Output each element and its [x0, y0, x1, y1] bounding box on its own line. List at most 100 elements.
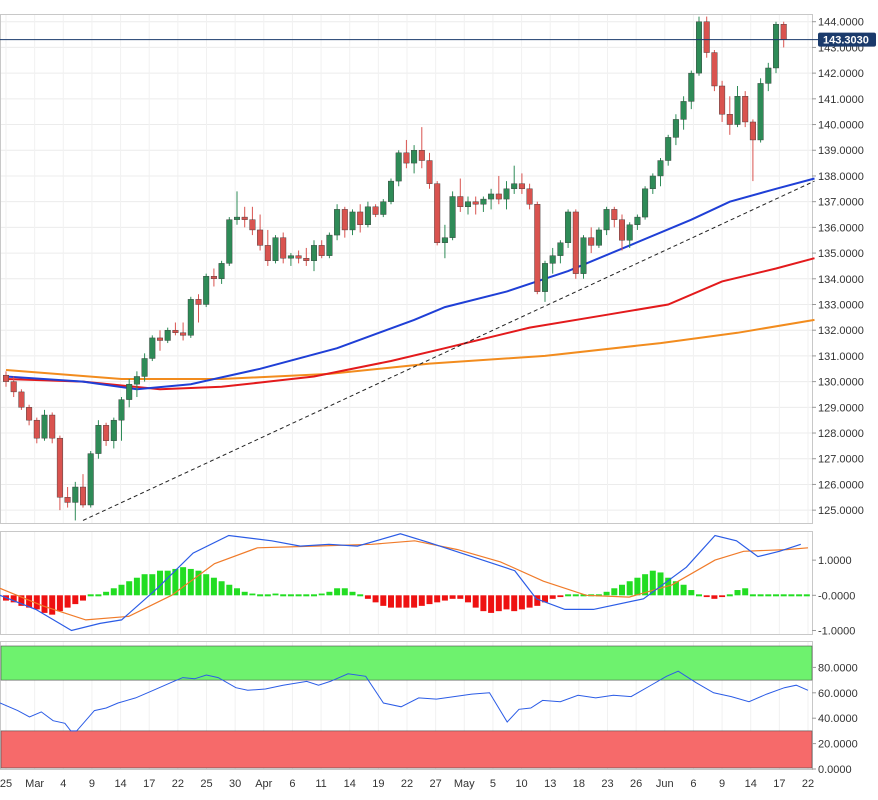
- macd-histogram-bar-negative: [364, 595, 371, 599]
- candle-down: [264, 245, 271, 261]
- x-tick-label: 9: [89, 778, 95, 790]
- x-tick-label: 18: [573, 778, 585, 790]
- price-tick-label: 138.0000: [818, 171, 864, 183]
- macd-histogram-bar-positive: [210, 577, 217, 596]
- x-tick-label: 25: [0, 778, 12, 790]
- candle-up: [696, 21, 703, 74]
- candle-down: [472, 201, 479, 205]
- candle-down: [572, 211, 579, 274]
- macd-tick-label: -1.0000: [818, 625, 855, 637]
- macd-histogram-bar-zero: [311, 594, 317, 597]
- macd-indicator: [0, 533, 810, 632]
- price-tick-label: 128.0000: [818, 428, 864, 440]
- candle-up: [626, 224, 633, 241]
- candle-up: [580, 237, 587, 274]
- candle-down: [719, 85, 726, 115]
- candle-down: [195, 299, 202, 305]
- macd-histogram-bar-zero: [788, 594, 795, 597]
- candle-up: [226, 219, 233, 264]
- x-tick-label: 13: [544, 778, 556, 790]
- candle-up: [187, 299, 194, 336]
- macd-histogram-bar-zero: [773, 594, 779, 597]
- candle-down: [711, 52, 718, 87]
- macd-histogram-bar-positive: [141, 574, 148, 596]
- x-tick-label: Apr: [255, 778, 272, 790]
- candle-up: [642, 188, 649, 218]
- x-tick-label: Jun: [656, 778, 674, 790]
- macd-histogram-bar-positive: [172, 568, 179, 596]
- candle-up: [380, 201, 387, 215]
- candle-up: [118, 399, 125, 421]
- candle-up: [603, 209, 610, 231]
- rsi-tick-label: 0.0000: [818, 764, 852, 776]
- macd-histogram-bar-zero: [357, 594, 364, 597]
- candle-up: [503, 188, 510, 200]
- moving-averages: [5, 177, 815, 391]
- macd-histogram-bar-zero: [295, 594, 302, 597]
- x-tick-label: 9: [719, 778, 725, 790]
- candle-down: [372, 206, 379, 215]
- x-tick-label: 23: [601, 778, 613, 790]
- x-tick-label: Mar: [25, 778, 44, 790]
- rsi-oversold-band: [0, 730, 813, 769]
- macd-histogram-bar-zero: [749, 594, 756, 597]
- macd-histogram-bar-positive: [149, 574, 156, 596]
- rsi-bands: [0, 645, 813, 769]
- x-tick-label: 22: [802, 778, 814, 790]
- macd-histogram-bar-positive: [234, 588, 240, 596]
- candle-down: [742, 96, 749, 123]
- x-tick-label: 22: [401, 778, 413, 790]
- candle-down: [249, 219, 256, 231]
- macd-histogram-bar-negative: [72, 595, 79, 605]
- macd-histogram-bar-negative: [403, 595, 410, 608]
- macd-histogram-bar-negative: [26, 595, 33, 608]
- candle-down: [3, 374, 9, 382]
- macd-histogram-bar-positive: [133, 577, 140, 596]
- macd-histogram-bar-positive: [103, 591, 110, 596]
- candle-up: [549, 255, 556, 264]
- candle-up: [649, 175, 656, 190]
- candle-up: [672, 119, 679, 138]
- macd-histogram-bar-negative: [711, 595, 718, 599]
- rsi-tick-label: 40.0000: [818, 713, 858, 725]
- candle-up: [488, 193, 495, 200]
- candle-down: [619, 219, 626, 241]
- macd-histogram-bar-zero: [87, 594, 94, 597]
- candle-down: [418, 150, 425, 161]
- candle-up: [734, 96, 741, 125]
- x-tick-label: 5: [490, 778, 496, 790]
- macd-histogram-bar-positive: [349, 591, 356, 596]
- candle-down: [156, 337, 163, 341]
- x-tick-label: 17: [143, 778, 155, 790]
- candle-up: [203, 276, 210, 305]
- x-tick-label: 14: [344, 778, 356, 790]
- candle-up: [218, 263, 225, 279]
- price-tick-label: 136.0000: [818, 222, 864, 234]
- candle-down: [426, 160, 433, 184]
- macd-histogram-bar-positive: [272, 593, 279, 596]
- candle-down: [79, 486, 86, 506]
- candle-up: [595, 229, 602, 246]
- macd-histogram-bar-negative: [18, 595, 25, 606]
- macd-histogram-bar-positive: [734, 590, 741, 596]
- candle-up: [311, 245, 318, 261]
- macd-histogram-bar-positive: [642, 574, 649, 596]
- x-tick-label: May: [454, 778, 475, 790]
- price-tick-label: 139.0000: [818, 145, 864, 157]
- candle-down: [295, 255, 302, 259]
- candle-up: [411, 150, 418, 164]
- macd-histogram-bar-positive: [334, 588, 341, 596]
- x-tick-label: 27: [430, 778, 442, 790]
- price-tick-label: 142.0000: [818, 68, 864, 80]
- macd-histogram-bar-negative: [33, 595, 40, 610]
- x-axis-labels: 25 Mar 4 9 14 17 22 25 30 Apr 6 11 14 19 22 27 May 5 10 13 1…: [0, 778, 814, 790]
- candle-down: [241, 216, 248, 220]
- macd-histogram-bar-positive: [180, 567, 187, 596]
- candle-down: [495, 193, 502, 200]
- x-tick-label: 25: [200, 778, 212, 790]
- candle-down: [357, 211, 364, 225]
- macd-histogram-bar-negative: [472, 595, 479, 608]
- candlesticks: [3, 16, 787, 521]
- macd-histogram-bar-negative: [495, 595, 502, 612]
- candle-down: [726, 114, 733, 125]
